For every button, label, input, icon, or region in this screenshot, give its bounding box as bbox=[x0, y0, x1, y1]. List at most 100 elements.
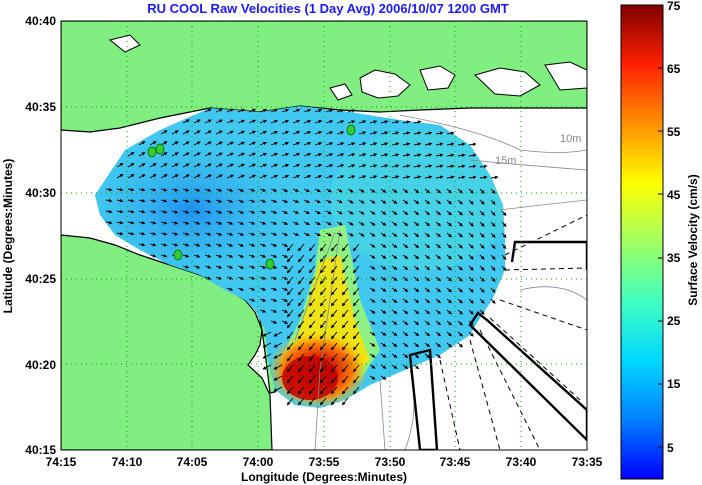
velocity-arrow bbox=[435, 188, 441, 194]
velocity-arrow bbox=[226, 254, 234, 258]
velocity-arrow bbox=[182, 210, 190, 214]
velocity-arrow bbox=[347, 109, 356, 113]
velocity-arrow bbox=[281, 287, 289, 291]
velocity-arrow bbox=[413, 287, 420, 293]
velocity-arrow bbox=[193, 119, 201, 124]
velocity-arrow bbox=[380, 342, 387, 347]
velocity-arrow bbox=[391, 175, 400, 179]
velocity-arrow bbox=[286, 397, 294, 406]
colorbar-tick: 5 bbox=[667, 441, 674, 455]
velocity-arrow bbox=[286, 287, 294, 296]
velocity-arrow bbox=[138, 174, 146, 179]
velocity-arrow bbox=[380, 199, 387, 204]
velocity-arrow bbox=[259, 152, 268, 157]
velocity-arrow bbox=[468, 175, 477, 180]
velocity-arrow bbox=[413, 254, 420, 260]
velocity-arrow bbox=[116, 162, 124, 168]
velocity-arrow bbox=[413, 243, 420, 249]
velocity-arrow bbox=[138, 220, 146, 225]
velocity-arrow bbox=[341, 276, 349, 285]
velocity-arrow bbox=[446, 131, 455, 136]
colorbar-tick: 75 bbox=[667, 0, 681, 13]
velocity-arrow bbox=[369, 309, 376, 314]
velocity-arrow bbox=[457, 243, 463, 249]
velocity-arrow bbox=[435, 298, 441, 304]
velocity-arrow bbox=[435, 254, 441, 260]
velocity-arrow bbox=[281, 119, 290, 124]
velocity-arrow bbox=[330, 320, 338, 329]
velocity-arrow bbox=[259, 130, 268, 135]
velocity-arrow bbox=[281, 108, 290, 113]
velocity-arrow bbox=[297, 309, 305, 318]
velocity-arrow bbox=[369, 331, 376, 336]
velocity-arrow bbox=[490, 175, 499, 180]
velocity-arrow bbox=[468, 254, 474, 260]
plot-area: 10m 15m bbox=[61, 21, 587, 450]
velocity-arrow bbox=[457, 331, 463, 337]
velocity-arrow bbox=[402, 364, 409, 369]
x-tick: 74:00 bbox=[243, 455, 274, 469]
velocity-arrow bbox=[215, 188, 223, 192]
velocity-arrow bbox=[308, 353, 316, 362]
velocity-arrow bbox=[330, 331, 338, 340]
velocity-arrow bbox=[226, 174, 234, 179]
velocity-arrow bbox=[391, 199, 398, 204]
velocity-arrow bbox=[479, 164, 488, 169]
velocity-arrow bbox=[402, 175, 411, 179]
velocity-arrow bbox=[413, 142, 422, 146]
velocity-arrow bbox=[490, 232, 496, 238]
velocity-arrow bbox=[308, 265, 316, 274]
velocity-arrow bbox=[182, 174, 190, 179]
velocity-arrow bbox=[341, 265, 349, 274]
velocity-arrow bbox=[259, 298, 267, 302]
velocity-arrow bbox=[490, 188, 496, 194]
velocity-arrow bbox=[248, 130, 256, 135]
velocity-arrow bbox=[424, 320, 431, 326]
velocity-arrow bbox=[286, 342, 294, 351]
velocity-arrow bbox=[303, 152, 312, 157]
velocity-arrow bbox=[446, 331, 452, 337]
velocity-arrow bbox=[149, 210, 157, 214]
velocity-arrow bbox=[435, 276, 441, 282]
depth-label-10m: 10m bbox=[560, 133, 581, 145]
velocity-arrow bbox=[479, 265, 485, 271]
velocity-arrow bbox=[413, 221, 420, 227]
velocity-arrow bbox=[270, 287, 278, 291]
velocity-arrow bbox=[413, 188, 420, 194]
velocity-arrow bbox=[424, 221, 431, 227]
velocity-arrow bbox=[336, 199, 343, 204]
velocity-arrow bbox=[369, 175, 378, 179]
velocity-arrow bbox=[297, 331, 305, 340]
velocity-arrow bbox=[413, 131, 422, 135]
velocity-arrow bbox=[297, 320, 305, 329]
velocity-arrow bbox=[391, 232, 398, 237]
velocity-arrow bbox=[457, 309, 463, 315]
velocity-arrow bbox=[380, 276, 387, 281]
velocity-arrow bbox=[352, 254, 360, 263]
velocity-arrow bbox=[248, 298, 256, 302]
velocity-arrow bbox=[259, 119, 268, 124]
x-tick: 73:50 bbox=[375, 455, 406, 469]
velocity-arrow bbox=[297, 397, 305, 406]
velocity-arrow bbox=[182, 163, 190, 168]
velocity-arrow bbox=[490, 298, 496, 304]
velocity-arrow bbox=[319, 254, 327, 263]
velocity-arrow bbox=[204, 119, 212, 124]
velocity-arrow bbox=[391, 164, 400, 168]
velocity-arrow bbox=[215, 130, 223, 135]
velocity-arrow bbox=[319, 287, 327, 296]
velocity-arrow bbox=[468, 142, 477, 147]
velocity-arrow bbox=[341, 254, 349, 263]
velocity-arrow bbox=[468, 243, 474, 249]
velocity-arrow bbox=[292, 141, 301, 146]
velocity-arrow bbox=[303, 163, 312, 168]
velocity-arrow bbox=[446, 164, 455, 169]
velocity-arrow bbox=[314, 119, 323, 124]
velocity-arrow bbox=[193, 163, 201, 168]
velocity-arrow bbox=[270, 243, 278, 247]
velocity-arrow bbox=[391, 142, 400, 146]
velocity-arrow bbox=[330, 364, 338, 373]
velocity-arrow bbox=[182, 232, 190, 236]
islands bbox=[108, 34, 587, 101]
velocity-arrow bbox=[127, 220, 135, 225]
